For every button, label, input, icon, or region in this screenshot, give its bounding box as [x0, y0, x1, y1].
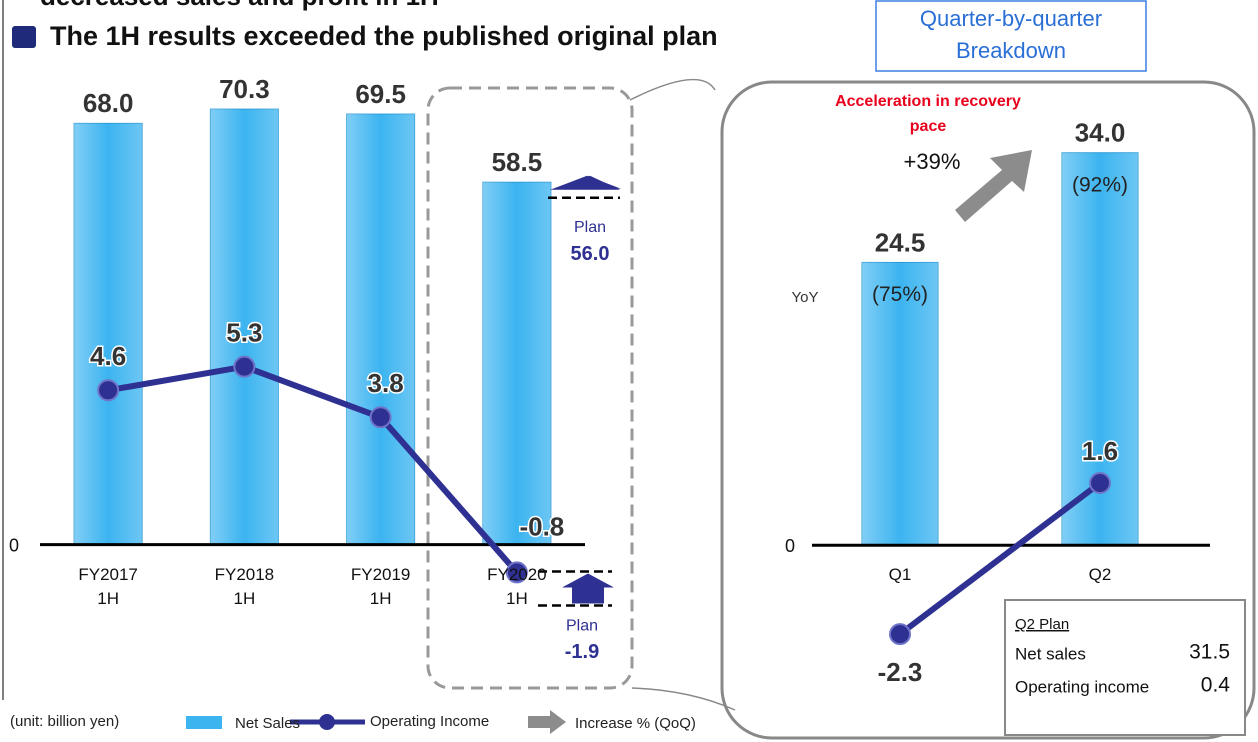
connector — [629, 78, 716, 101]
legend-marker — [319, 714, 335, 730]
x-tick-label: FY2019 1H — [350, 564, 411, 608]
plan-box-value: 0.4 — [1201, 674, 1231, 697]
x-tick-label: Q1 — [888, 565, 912, 585]
callout-box — [875, 0, 1147, 72]
connector — [631, 687, 736, 711]
bar-value-label: 70.3 — [219, 74, 270, 104]
line — [898, 480, 1102, 637]
annotation: Acceleration in recovery pace — [835, 93, 1021, 135]
yoy-label: YoY — [792, 289, 819, 306]
plan-arrow — [562, 573, 614, 604]
bar-shine — [862, 262, 938, 546]
bar-value-label: 58.5 — [492, 147, 543, 177]
line-value-label: -0.8 — [519, 511, 564, 541]
x-tick-label: FY2017 1H — [78, 564, 138, 608]
plan-box-label: Operating income — [1015, 677, 1149, 696]
line-value-label: 3.8 — [368, 368, 404, 398]
y-tick-label: 0 — [9, 535, 19, 555]
line-value-label: -2.3 — [878, 657, 923, 687]
line-marker — [505, 561, 528, 584]
legend-label: Increase % (QoQ) — [575, 715, 696, 732]
plan-box — [1004, 599, 1246, 736]
legend-arrow — [528, 710, 566, 734]
line — [107, 363, 520, 575]
x-tick-label: FY2018 1H — [214, 564, 275, 608]
yoy-value: (92%) — [1072, 173, 1128, 196]
legend-label: Operating Income — [370, 713, 489, 730]
line-value-label: 1.6 — [1082, 436, 1118, 466]
plan-box-label: Net sales — [1015, 644, 1086, 663]
plan-value: 56.0 — [571, 243, 610, 265]
plan-value: -1.9 — [565, 641, 599, 663]
highlight-box — [426, 86, 634, 690]
y-tick-label: 0 — [785, 536, 795, 556]
bar-value-label: 69.5 — [355, 79, 406, 109]
unit-note: (unit: billion yen) — [10, 713, 119, 730]
plan-box-title: Q2 Plan — [1015, 616, 1069, 633]
line-marker — [97, 379, 120, 402]
bullet-icon — [12, 26, 36, 48]
bar-value-label: 24.5 — [875, 227, 926, 257]
line-value-label: 4.6 — [90, 341, 126, 371]
breakdown-box — [720, 80, 1256, 740]
bar-value-label: 34.0 — [1075, 118, 1126, 148]
bar-shine — [482, 182, 551, 545]
legend-label: Net Sales — [235, 715, 300, 732]
plan-box-value: 31.5 — [1189, 641, 1230, 664]
increase-label: +39% — [904, 149, 961, 174]
increase-arrow — [955, 150, 1032, 222]
x-tick-label: Q2 — [1088, 565, 1112, 585]
line-marker — [369, 406, 392, 429]
bar-shine — [210, 109, 279, 545]
callout-text: Quarter-by-quarter Breakdown — [919, 6, 1103, 63]
plan-label: Plan — [566, 618, 598, 635]
line-marker — [889, 623, 911, 646]
legend-swatch — [186, 716, 222, 729]
line-value-label: 5.3 — [226, 318, 262, 348]
plan-label: Plan — [574, 219, 606, 236]
line-marker — [1089, 472, 1111, 494]
title: The 1H results exceeded the published or… — [50, 21, 718, 51]
line-marker — [233, 355, 256, 378]
headline: decreased sales and profit in 1H — [40, 0, 439, 11]
bar-shine — [346, 114, 415, 545]
yoy-value: (75%) — [872, 283, 928, 306]
x-tick-label: FY2020 1H — [487, 564, 547, 608]
plan-arrow-head — [553, 175, 621, 189]
bar-shine — [74, 123, 143, 545]
bar-value-label: 68.0 — [83, 88, 134, 118]
